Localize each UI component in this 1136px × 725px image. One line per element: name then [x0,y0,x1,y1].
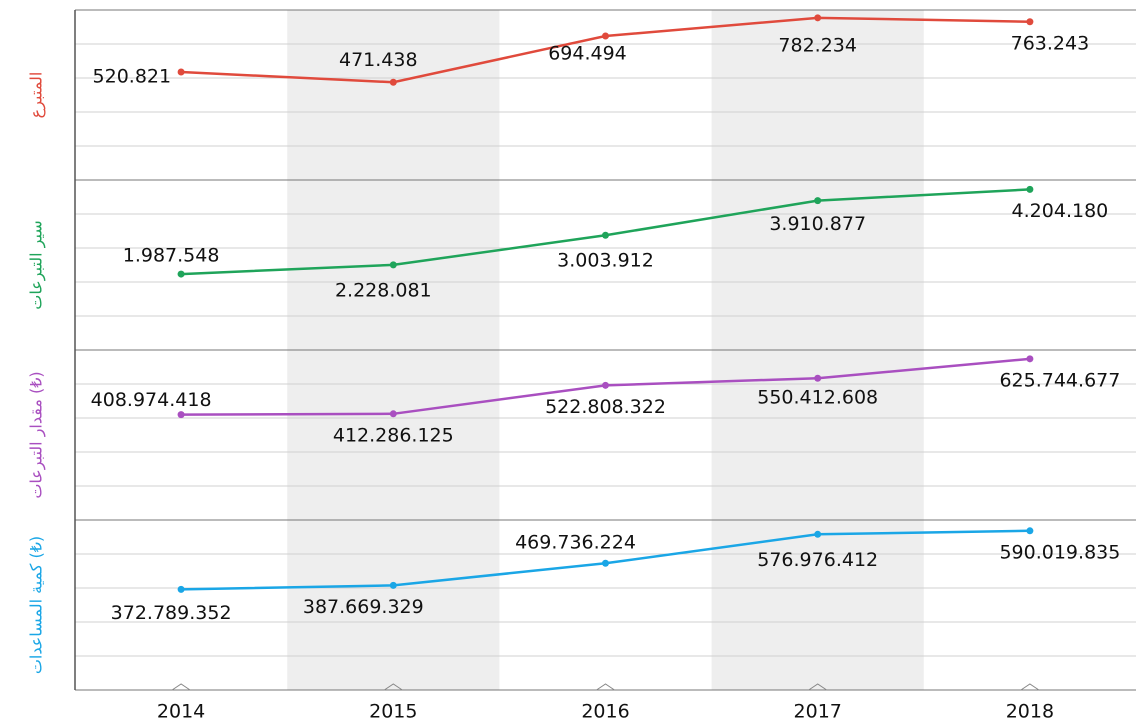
x-tick-label: 2017 [794,701,842,723]
point [177,270,185,278]
point [602,381,609,389]
data-label: 694.494 [548,43,627,65]
point [814,197,822,205]
data-label: 2.228.081 [335,279,432,301]
data-label: 782.234 [778,34,857,56]
x-tick [171,683,191,691]
y-axis-label: مقدار التبرعات (₺) [27,371,47,498]
data-label: 520.821 [93,66,172,88]
point [602,231,609,239]
point [177,585,185,593]
point [389,581,397,589]
x-tick-label: 2018 [1006,701,1054,723]
point [602,559,609,567]
data-label: 576.976.412 [757,549,878,571]
data-label: 763.243 [1011,32,1090,54]
x-tick [1020,683,1040,691]
point [1026,185,1034,193]
data-label: 590.019.835 [999,541,1120,563]
x-tick-label: 2016 [581,701,629,723]
data-label: 469.736.224 [515,532,636,554]
data-label: 372.789.352 [111,602,232,624]
data-label: 522.808.322 [545,396,666,418]
x-tick [384,683,403,691]
point [389,78,397,86]
data-label: 471.438 [339,49,418,71]
point [814,14,822,22]
point [1026,18,1034,26]
point [177,411,185,419]
point [1026,355,1034,363]
point [814,374,822,382]
y-axis-label: المتبرع [27,72,47,119]
point [602,32,609,40]
y-axis-label: كمية المساعدات (₺) [27,536,46,674]
data-label: 3.003.912 [557,250,654,272]
point [177,68,185,76]
x-tick [596,683,615,691]
x-tick [808,683,827,691]
data-label: 625.744.677 [999,369,1120,391]
data-label: 387.669.329 [303,596,424,618]
x-tick-label: 2015 [369,701,417,723]
point [389,410,397,418]
data-label: 408.974.418 [91,389,212,411]
y-axis-label: سير التبرعات [27,220,47,309]
x-tick-label: 2014 [157,701,205,723]
data-label: 3.910.877 [769,213,866,235]
data-label: 550.412.608 [757,387,878,409]
point [389,261,397,269]
point [1026,527,1034,535]
data-label: 412.286.125 [333,424,454,446]
point [814,530,822,538]
data-label: 4.204.180 [1012,200,1109,222]
data-label: 1.987.548 [123,245,220,267]
